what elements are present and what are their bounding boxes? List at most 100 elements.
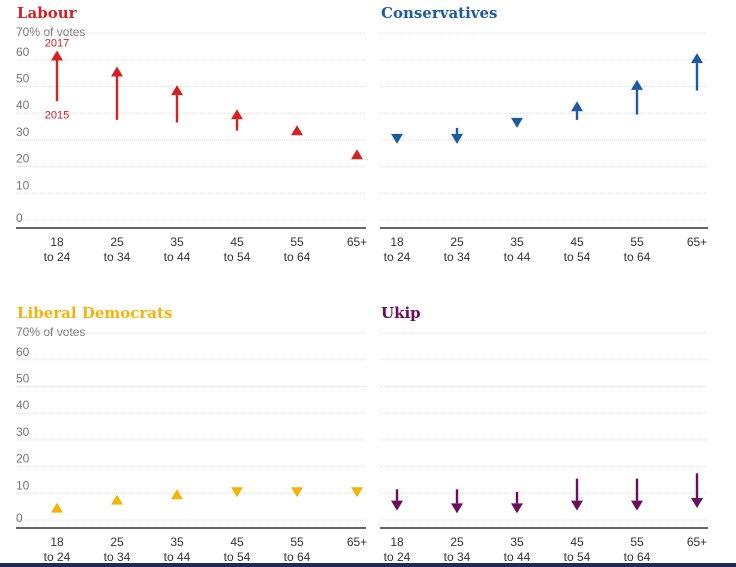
y-tick-label: 10 xyxy=(16,178,30,192)
arrow-mark xyxy=(571,101,583,120)
y-tick-label: 30 xyxy=(16,125,30,139)
arrow-head xyxy=(571,500,583,511)
chart-title: Conservatives xyxy=(381,4,498,22)
arrow-head xyxy=(111,494,123,505)
y-tick-label: 40 xyxy=(16,398,30,412)
arrow-head xyxy=(451,503,463,514)
x-tick-label: 18 xyxy=(50,535,64,549)
x-tick-label: 65+ xyxy=(687,535,707,549)
x-tick-label: 55 xyxy=(290,235,304,249)
x-tick-label: 25 xyxy=(110,535,124,549)
chart-title: Ukip xyxy=(381,304,421,322)
arrow-head xyxy=(511,503,523,514)
x-tick-label: to 24 xyxy=(384,550,411,564)
arrow-mark xyxy=(231,109,243,131)
x-tick-label: 35 xyxy=(170,535,184,549)
arrow-head xyxy=(691,53,703,64)
x-tick-label: to 44 xyxy=(504,250,531,264)
x-tick-label: to 44 xyxy=(164,250,191,264)
arrow-mark xyxy=(511,117,523,128)
arrow-mark xyxy=(51,502,63,513)
arrow-mark xyxy=(511,491,523,514)
page-bottom-strip xyxy=(0,563,736,567)
arrow-head xyxy=(691,497,703,508)
y-tick-label: 0 xyxy=(16,211,23,225)
x-tick-label: 25 xyxy=(450,235,464,249)
arrow-mark xyxy=(351,487,363,498)
x-tick-label: 18 xyxy=(390,535,404,549)
arrow-mark xyxy=(51,50,63,102)
arrow-head xyxy=(391,500,403,511)
x-tick-label: to 24 xyxy=(384,250,411,264)
year-annotation: 2017 xyxy=(45,37,69,49)
arrow-mark xyxy=(391,133,403,144)
arrow-head xyxy=(351,149,363,160)
x-tick-label: to 24 xyxy=(44,550,71,564)
arrow-head xyxy=(171,85,183,96)
x-tick-label: 35 xyxy=(170,235,184,249)
x-tick-label: to 34 xyxy=(104,550,131,564)
unit-label: 70% of votes xyxy=(16,325,85,339)
arrow-mark xyxy=(291,125,303,136)
x-tick-label: 25 xyxy=(450,535,464,549)
x-tick-label: 45 xyxy=(230,535,244,549)
x-tick-label: 35 xyxy=(510,535,524,549)
arrow-head xyxy=(451,133,463,144)
x-tick-label: to 54 xyxy=(564,250,591,264)
arrow-mark xyxy=(571,478,583,511)
arrow-head xyxy=(391,133,403,144)
x-tick-label: to 44 xyxy=(504,550,531,564)
x-tick-label: to 64 xyxy=(624,250,651,264)
y-tick-label: 0 xyxy=(16,511,23,525)
x-tick-label: 45 xyxy=(230,235,244,249)
arrow-head xyxy=(631,500,643,511)
y-tick-label: 50 xyxy=(16,372,30,386)
arrow-head xyxy=(511,117,523,128)
arrow-mark xyxy=(451,489,463,514)
y-tick-label: 10 xyxy=(16,478,30,492)
x-tick-label: 18 xyxy=(50,235,64,249)
x-tick-label: to 64 xyxy=(284,250,311,264)
y-tick-label: 30 xyxy=(16,425,30,439)
arrow-head xyxy=(231,487,243,498)
x-tick-label: to 34 xyxy=(104,250,131,264)
x-tick-label: to 54 xyxy=(224,550,251,564)
arrow-mark xyxy=(171,489,183,500)
x-tick-label: to 54 xyxy=(224,250,251,264)
x-tick-label: 65+ xyxy=(687,235,707,249)
arrow-head xyxy=(171,489,183,500)
y-tick-label: 60 xyxy=(16,45,30,59)
x-tick-label: 45 xyxy=(570,535,584,549)
x-tick-label: to 54 xyxy=(564,550,591,564)
arrow-mark xyxy=(451,127,463,144)
arrow-mark xyxy=(691,473,703,508)
arrow-mark xyxy=(111,66,123,120)
x-tick-label: 55 xyxy=(630,535,644,549)
y-tick-label: 50 xyxy=(16,72,30,86)
arrow-mark xyxy=(691,53,703,91)
y-tick-label: 20 xyxy=(16,152,30,166)
x-tick-label: 55 xyxy=(290,535,304,549)
x-tick-label: 25 xyxy=(110,235,124,249)
y-tick-label: 40 xyxy=(16,98,30,112)
arrow-mark xyxy=(351,149,363,160)
arrow-head xyxy=(571,101,583,112)
x-tick-label: to 64 xyxy=(284,550,311,564)
chart-title: Liberal Democrats xyxy=(17,304,172,322)
x-tick-label: to 64 xyxy=(624,550,651,564)
x-tick-label: to 34 xyxy=(444,250,471,264)
arrow-mark xyxy=(391,489,403,511)
arrow-head xyxy=(51,502,63,513)
arrow-head xyxy=(111,66,123,77)
unit-label: 70% of votes xyxy=(16,25,85,39)
arrow-mark xyxy=(631,79,643,115)
arrow-head xyxy=(291,125,303,136)
x-tick-label: 55 xyxy=(630,235,644,249)
arrow-head xyxy=(51,50,63,61)
arrow-head xyxy=(351,487,363,498)
arrow-mark xyxy=(171,85,183,123)
